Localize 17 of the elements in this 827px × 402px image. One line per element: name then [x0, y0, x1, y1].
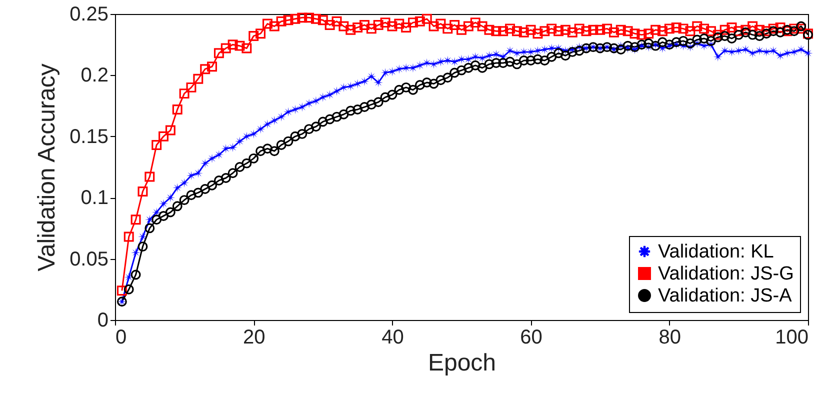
y-tick-label: 0.2: [80, 64, 108, 87]
y-tick-label: 0: [97, 310, 108, 332]
y-tick-label: 0.15: [70, 126, 108, 148]
y-axis-title: Validation Accuracy: [34, 64, 61, 272]
legend-label: Validation: JS-G: [658, 264, 794, 284]
x-tick-label: 20: [242, 326, 266, 348]
y-tick-label: 0.25: [70, 4, 108, 26]
x-axis-title: Epoch: [428, 350, 496, 376]
y-tick-label: 0.1: [80, 187, 108, 210]
legend-label: Validation: KL: [658, 242, 774, 262]
x-tick-label: 40: [382, 326, 404, 348]
y-tick-label: 0.05: [70, 248, 108, 270]
x-tick-label: 80: [658, 326, 682, 348]
x-tick-label: 100: [775, 326, 808, 348]
x-tick-label: 60: [520, 326, 542, 348]
legend-label: Validation: JS-A: [658, 286, 792, 306]
x-tick-label: 0: [116, 326, 127, 348]
